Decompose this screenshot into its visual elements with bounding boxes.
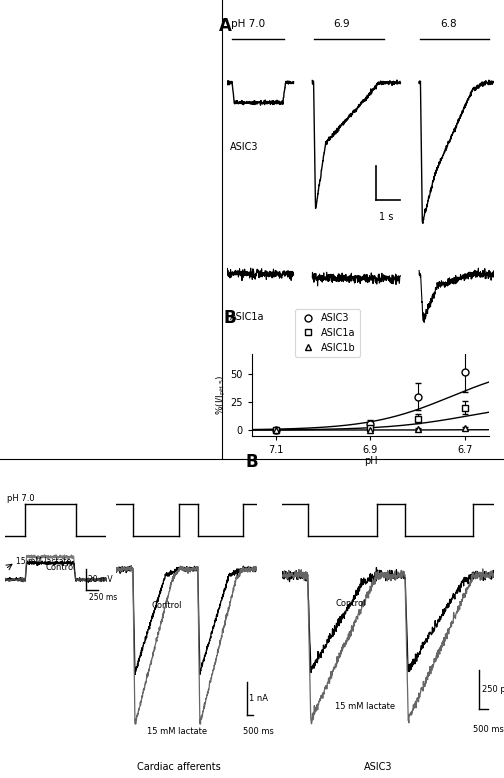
Text: 500 ms: 500 ms [473,724,503,734]
Text: 250 ms: 250 ms [89,594,117,602]
Text: 20 mV: 20 mV [88,575,112,584]
Text: 1 s: 1 s [379,212,393,222]
Text: ASIC3: ASIC3 [364,762,392,773]
Text: 15 mM lactate: 15 mM lactate [16,557,71,566]
Text: 250 pA: 250 pA [482,685,504,694]
Text: Cardiac afferents: Cardiac afferents [137,762,221,773]
Text: A: A [219,17,232,35]
Text: Control: Control [335,598,366,608]
Y-axis label: %(I/I$_{\rm pH\ 5}$): %(I/I$_{\rm pH\ 5}$) [215,375,228,415]
Text: 6.9: 6.9 [333,19,350,30]
Text: pH 7.0: pH 7.0 [7,494,35,503]
Text: 1 nA: 1 nA [249,694,268,703]
Text: 6.8: 6.8 [440,19,457,30]
Text: pH 7.0: pH 7.0 [231,19,265,30]
Text: Control: Control [151,601,182,610]
Text: 15 mM lactate: 15 mM lactate [147,727,207,736]
Text: 500 ms: 500 ms [243,727,274,736]
Text: B: B [245,453,259,471]
Text: 15 mM lactate: 15 mM lactate [335,702,395,710]
Text: Control: Control [45,563,76,573]
Text: ASIC1a: ASIC1a [229,312,264,322]
Legend: ASIC3, ASIC1a, ASIC1b: ASIC3, ASIC1a, ASIC1b [295,309,359,356]
Text: B: B [224,309,236,327]
Text: ASIC3: ASIC3 [229,142,258,152]
X-axis label: pH: pH [363,456,377,466]
